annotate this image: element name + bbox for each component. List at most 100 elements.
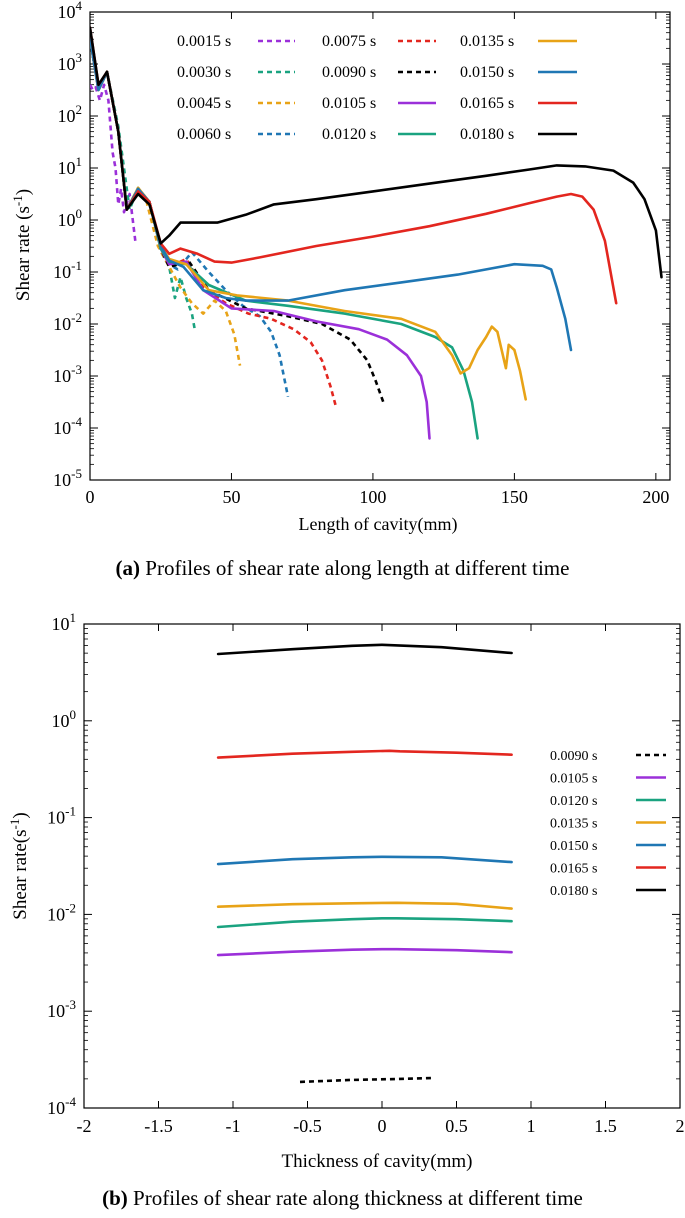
legend-label: 0.0105 s (550, 772, 597, 787)
series-line-00165 (216, 749, 513, 759)
y-tick-exponent: 0 (70, 707, 77, 722)
legend-label: 0.0165 s (550, 862, 597, 877)
y-tick-label: 10-4 (53, 414, 82, 438)
series-line-00180 (216, 643, 513, 656)
y-tick-base: 10 (53, 262, 71, 282)
y-tick-exponent: 2 (76, 102, 83, 117)
legend-label: 0.0150 s (460, 64, 514, 81)
y-tick-base: 10 (47, 1001, 65, 1021)
plot-frame (89, 11, 671, 481)
y-tick-label: 10-1 (47, 804, 76, 828)
y-tick-exponent: -2 (71, 310, 82, 325)
legend-label: 0.0105 s (322, 95, 376, 112)
legend-label: 0.0030 s (177, 64, 231, 81)
y-tick-exponent: -1 (65, 804, 76, 819)
legend-label: 0.0075 s (322, 33, 376, 50)
y-tick-label: 101 (52, 610, 77, 634)
y-tick-exponent: -2 (65, 900, 76, 915)
legend-label: 0.0180 s (460, 126, 514, 143)
y-tick-exponent: 1 (76, 154, 83, 169)
y-tick-exponent: 4 (76, 0, 83, 13)
y-tick-exponent: -4 (65, 1094, 76, 1109)
x-tick-label: 2 (676, 1116, 685, 1136)
x-axis-label: Length of cavity(mm) (299, 514, 458, 535)
y-tick-label: 10-2 (47, 900, 76, 924)
legend-label: 0.0135 s (550, 817, 597, 832)
y-tick-base: 10 (53, 418, 71, 438)
y-tick-base: 10 (58, 2, 76, 22)
y-axis-label: Shear rate (s-1) (10, 189, 34, 301)
y-tick-base: 10 (53, 314, 71, 334)
y-tick-label: 10-2 (53, 310, 82, 334)
y-tick-base: 10 (52, 711, 70, 731)
x-tick-label: -0.5 (293, 1116, 322, 1136)
y-axis-label-end: ) (13, 189, 34, 195)
series-line-00105 (90, 36, 431, 440)
y-tick-exponent: -1 (71, 258, 82, 273)
y-tick-exponent: 3 (76, 50, 83, 65)
y-tick-exponent: -3 (71, 362, 82, 377)
y-tick-base: 10 (47, 904, 65, 924)
x-tick-label: 0 (86, 487, 95, 507)
series-group (216, 643, 513, 1084)
legend-label: 0.0165 s (460, 95, 514, 112)
chart-b: Shear rate(s-1) Thickness of cavity(mm) … (7, 610, 685, 1172)
y-tick-base: 10 (58, 54, 76, 74)
legend-label: 0.0015 s (177, 33, 231, 50)
y-tick-base: 10 (58, 106, 76, 126)
y-tick-base: 10 (47, 1098, 65, 1118)
legend-label: 0.0090 s (322, 64, 376, 81)
series-line-00135 (216, 901, 513, 910)
series-line-00090 (299, 1076, 435, 1084)
y-tick-label: 103 (58, 50, 83, 74)
y-axis-label-main: Shear rate (s (13, 206, 34, 301)
series-line-00150 (90, 36, 573, 352)
y-tick-label: 101 (58, 154, 83, 178)
x-tick-label: 1.5 (594, 1116, 617, 1136)
series-line-00075 (90, 37, 338, 408)
series-group (90, 26, 663, 440)
y-tick-exponent: -5 (71, 466, 82, 481)
x-tick-label: 100 (359, 487, 386, 507)
series-line-00120 (90, 36, 479, 440)
caption-a-text: Profiles of shear rate along length at d… (140, 556, 570, 580)
series-line-00180 (90, 26, 663, 279)
y-tick-label: 100 (52, 707, 77, 731)
caption-a-prefix: (a) (115, 556, 141, 580)
series-line-00105 (216, 947, 513, 957)
y-tick-label: 104 (58, 0, 83, 22)
y-tick-base: 10 (53, 470, 71, 490)
series-line-00060 (90, 37, 290, 398)
caption-b: (b) Profiles of shear rate along thickne… (0, 1186, 685, 1211)
y-tick-exponent: -3 (65, 997, 76, 1012)
series-line-00150 (216, 855, 513, 866)
x-tick-label: -2 (77, 1116, 92, 1136)
y-tick-label: 10-3 (47, 997, 76, 1021)
y-axis-label-main: Shear rate(s (10, 829, 31, 919)
y-tick-exponent: 0 (76, 206, 83, 221)
legend-label: 0.0120 s (322, 126, 376, 143)
series-line-00090 (90, 37, 386, 406)
x-tick-label: 0 (378, 1116, 387, 1136)
series-line-00120 (216, 916, 513, 929)
y-tick-label: 10-3 (53, 362, 82, 386)
legend-label: 0.0135 s (460, 33, 514, 50)
caption-b-text: Profiles of shear rate along thickness a… (127, 1186, 583, 1210)
y-tick-exponent: -4 (71, 414, 82, 429)
y-tick-base: 10 (47, 808, 65, 828)
x-axis-label: Thickness of cavity(mm) (281, 1151, 472, 1172)
y-axis-label-exponent: -1 (10, 195, 25, 206)
caption-a: (a) Profiles of shear rate along length … (0, 556, 685, 581)
y-tick-base: 10 (58, 210, 76, 230)
x-tick-label: 200 (642, 487, 669, 507)
y-axis-label-end: ) (10, 812, 31, 818)
y-tick-label: 10-4 (47, 1094, 76, 1118)
y-tick-label: 10-5 (53, 466, 82, 490)
y-tick-label: 100 (58, 206, 83, 230)
x-tick-label: 150 (501, 487, 528, 507)
x-tick-label: 0.5 (445, 1116, 468, 1136)
y-tick-exponent: 1 (70, 610, 77, 625)
series-line-00015 (90, 83, 137, 241)
x-tick-label: -1.5 (144, 1116, 173, 1136)
